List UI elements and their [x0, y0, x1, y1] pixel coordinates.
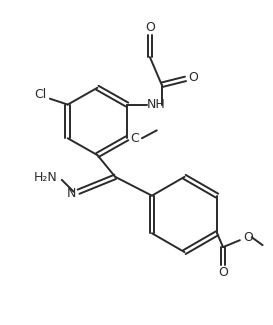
Text: N: N [67, 187, 76, 200]
Text: NH: NH [146, 98, 165, 111]
Text: Cl: Cl [34, 88, 46, 101]
Text: O: O [218, 266, 228, 280]
Text: O: O [188, 72, 198, 84]
Text: O: O [243, 231, 253, 244]
Text: O: O [145, 21, 155, 34]
Text: C: C [131, 132, 140, 145]
Text: H₂N: H₂N [34, 171, 58, 184]
